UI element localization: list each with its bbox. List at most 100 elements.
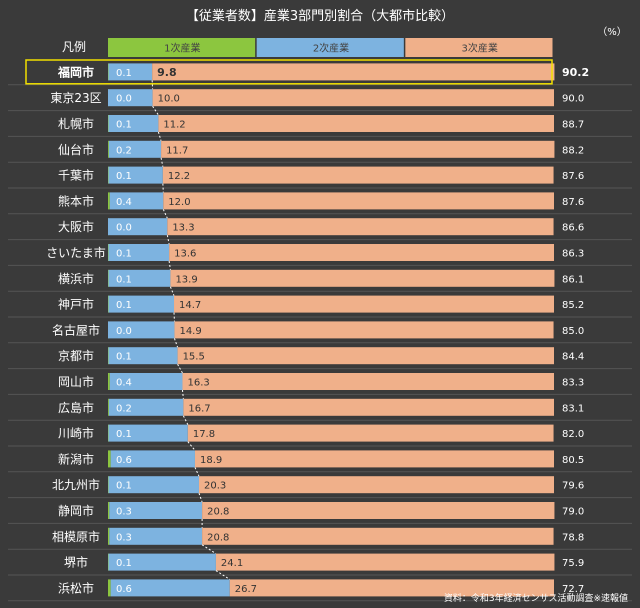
bar-secondary [109,527,203,545]
label-tertiary: 84.4 [562,352,584,363]
label-tertiary: 83.1 [562,403,584,414]
label-primary: 0.1 [116,68,132,79]
label-secondary: 24.1 [221,558,243,569]
connector-line [173,338,179,348]
label-secondary: 13.9 [175,274,197,285]
label-secondary: 20.3 [204,481,226,492]
bar-secondary [109,192,164,210]
label-secondary: 12.2 [168,171,190,182]
label-secondary: 13.3 [172,223,194,234]
label-tertiary: 79.6 [562,481,584,492]
label-primary: 0.4 [116,197,132,208]
label-tertiary: 82.0 [562,429,584,440]
bar-secondary [110,450,195,468]
bar-tertiary [169,244,555,261]
bar-primary [108,398,109,416]
label-primary: 0.1 [116,481,132,492]
label-tertiary: 79.0 [562,507,584,518]
bar-tertiary [202,527,554,545]
connector-line [198,493,203,503]
category-label: 東京23区 [50,91,101,105]
label-secondary: 16.7 [188,403,210,414]
bar-secondary [108,140,162,158]
connector-line [169,286,175,296]
label-tertiary: 72.7 [562,584,584,595]
unit-label: （%） [597,26,627,38]
label-secondary: 17.8 [193,429,215,440]
bar-secondary [108,321,175,339]
label-primary: 0.1 [116,120,132,131]
label-primary: 0.1 [116,429,132,440]
bar-secondary [109,373,183,390]
bar-primary [108,269,109,287]
bar-secondary [108,63,153,81]
label-primary: 0.1 [116,274,132,285]
label-secondary: 20.8 [207,532,229,543]
bar-primary [108,476,109,494]
category-label: 横浜市 [58,271,94,286]
bar-secondary [108,476,199,494]
label-primary: 0.1 [116,249,132,260]
label-tertiary: 85.2 [562,300,584,311]
label-primary: 0.1 [116,171,132,182]
label-primary: 0.6 [116,455,132,466]
label-tertiary: 83.3 [562,378,584,389]
label-secondary: 11.2 [163,120,185,131]
category-label: 岡山市 [58,374,94,389]
label-secondary: 13.6 [174,249,196,260]
legend-label: 凡例 [62,40,86,54]
bar-secondary [109,502,203,519]
bar-primary [108,244,109,261]
category-label: 京都市 [58,348,94,363]
bar-secondary [108,115,159,132]
category-label: 川崎市 [58,426,94,441]
connector-line [182,415,189,425]
bar-primary [108,579,111,597]
bar-primary [108,424,109,442]
category-label: 千葉市 [58,168,94,183]
label-tertiary: 86.1 [562,274,584,285]
label-secondary: 12.0 [168,197,190,208]
bar-secondary [108,295,175,313]
bar-primary [108,192,110,210]
category-label: 仙台市 [58,142,94,157]
bar-tertiary [158,115,554,132]
label-primary: 0.1 [116,558,132,569]
label-tertiary: 88.7 [562,120,584,131]
label-secondary: 10.0 [158,94,180,105]
bar-primary [108,115,109,132]
bar-primary [108,527,110,545]
connector-line [181,389,184,399]
bar-primary [108,373,110,390]
connector-line [187,441,196,451]
category-label: 相模原市 [52,529,100,544]
label-secondary: 16.3 [187,378,209,389]
legend-entry-1: 1次産業 [164,42,200,55]
bar-tertiary [202,502,555,519]
bar-secondary [108,269,171,287]
bar-secondary [110,579,230,597]
bar-tertiary [152,89,554,107]
bar-secondary [108,244,170,261]
bar-secondary [108,218,168,236]
bar-primary [108,450,111,468]
category-label: 静岡市 [58,503,94,518]
legend-swatch-2 [256,38,404,57]
bar-primary [108,347,109,365]
category-label: 熊本市 [58,193,94,208]
legend-swatch-3 [405,38,553,57]
label-primary: 0.0 [116,326,132,337]
bar-tertiary [170,269,555,287]
bar-tertiary [174,295,554,313]
bar-tertiary [174,321,554,339]
label-primary: 0.3 [116,532,132,543]
label-primary: 0.0 [116,223,132,234]
category-label: 福岡市 [57,64,94,79]
connector-line [177,363,183,374]
label-tertiary: 87.6 [562,171,584,182]
label-primary: 0.2 [116,145,132,156]
category-label: 大阪市 [58,219,94,234]
bar-tertiary [152,63,555,81]
connector-line [201,544,217,555]
